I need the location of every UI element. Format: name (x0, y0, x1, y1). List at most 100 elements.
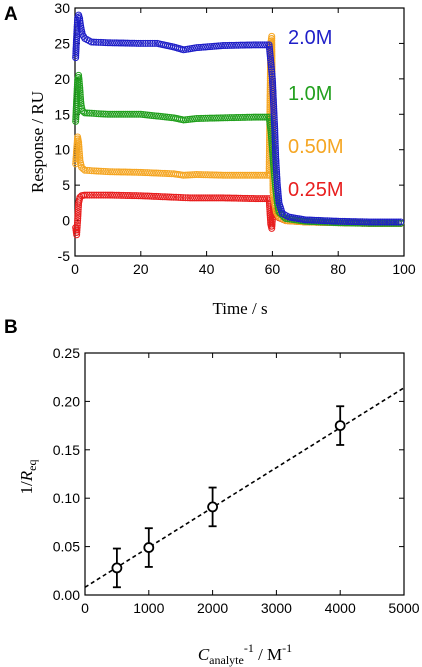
data-point (135, 168, 143, 176)
data-point (117, 191, 125, 199)
data-point (219, 171, 227, 179)
data-point (223, 194, 231, 202)
data-point (150, 112, 158, 120)
data-point (347, 218, 355, 226)
y-tick-label: -5 (58, 248, 71, 264)
data-point (135, 192, 143, 200)
data-point (219, 42, 227, 50)
data-point (159, 169, 167, 177)
data-point (99, 110, 107, 118)
data-point (217, 194, 225, 202)
y-tick-label: 0.05 (53, 539, 80, 555)
data-point (210, 42, 218, 50)
data-point (102, 191, 110, 199)
data-point (237, 171, 245, 179)
data-point (271, 127, 279, 135)
data-point (270, 111, 278, 119)
y-tick-label: 0 (62, 213, 70, 229)
data-point (121, 39, 129, 47)
data-point (115, 191, 123, 199)
data-point (81, 191, 89, 199)
data-point (228, 171, 236, 179)
data-point (234, 171, 242, 179)
data-point (77, 97, 85, 105)
data-point (267, 63, 275, 71)
data-point (110, 191, 118, 199)
data-point (130, 192, 138, 200)
data-point (74, 212, 82, 220)
data-point (106, 191, 114, 199)
data-point (241, 171, 249, 179)
data-point (250, 113, 258, 121)
panel-a-label: A (4, 4, 18, 25)
data-point (88, 167, 96, 175)
data-point (256, 171, 264, 179)
data-point (92, 38, 100, 46)
data-point (245, 41, 253, 49)
x-tick-label: 0 (71, 261, 79, 277)
data-point (113, 168, 121, 176)
data-point (113, 191, 121, 199)
data-point (374, 218, 382, 226)
data-point (73, 221, 81, 229)
data-point (325, 217, 333, 225)
data-point (148, 192, 156, 200)
data-point (271, 124, 279, 132)
data-point (212, 114, 220, 122)
data-point (193, 44, 201, 52)
data-point (76, 154, 84, 162)
data-point (271, 135, 279, 143)
data-point (271, 131, 279, 139)
data-point (226, 194, 234, 202)
data-point (268, 70, 276, 78)
data-point (75, 143, 83, 151)
data-point (113, 110, 121, 118)
data-point (270, 107, 278, 115)
data-point (157, 169, 165, 177)
data-point (301, 216, 309, 224)
data-point (217, 42, 225, 50)
data-point (271, 120, 279, 128)
data-point (354, 218, 362, 226)
data-point (99, 167, 107, 175)
data-point (75, 139, 83, 147)
data-point (95, 191, 103, 199)
data-point (182, 171, 190, 179)
data-point (119, 168, 127, 176)
data-point (161, 113, 169, 121)
data-point (228, 114, 236, 122)
data-point (191, 171, 199, 179)
x-tick-label: 40 (199, 261, 215, 277)
data-point (199, 194, 207, 202)
data-point (343, 217, 351, 225)
y-tick-label: 0.00 (53, 587, 80, 603)
data-point (352, 218, 360, 226)
data-point (135, 110, 143, 118)
data-point (202, 194, 210, 202)
data-point (104, 110, 112, 118)
data-point (256, 195, 264, 203)
data-point (143, 169, 151, 177)
data-point (195, 114, 203, 122)
data-point (126, 110, 134, 118)
data-point (202, 171, 210, 179)
data-point (215, 194, 223, 202)
data-point (97, 110, 105, 118)
data-point (115, 110, 123, 118)
data-point (92, 110, 100, 118)
data-point (308, 216, 316, 224)
data-point (121, 191, 129, 199)
data-point (339, 217, 347, 225)
data-point (383, 218, 391, 226)
data-point (219, 194, 227, 202)
data-point (168, 193, 176, 201)
data-point (271, 140, 279, 148)
data-point (191, 115, 199, 123)
data-point (208, 42, 216, 50)
data-point (137, 192, 145, 200)
data-point (124, 110, 132, 118)
data-point (208, 194, 216, 202)
data-point (76, 17, 84, 25)
data-point (110, 168, 118, 176)
data-point (73, 219, 81, 227)
